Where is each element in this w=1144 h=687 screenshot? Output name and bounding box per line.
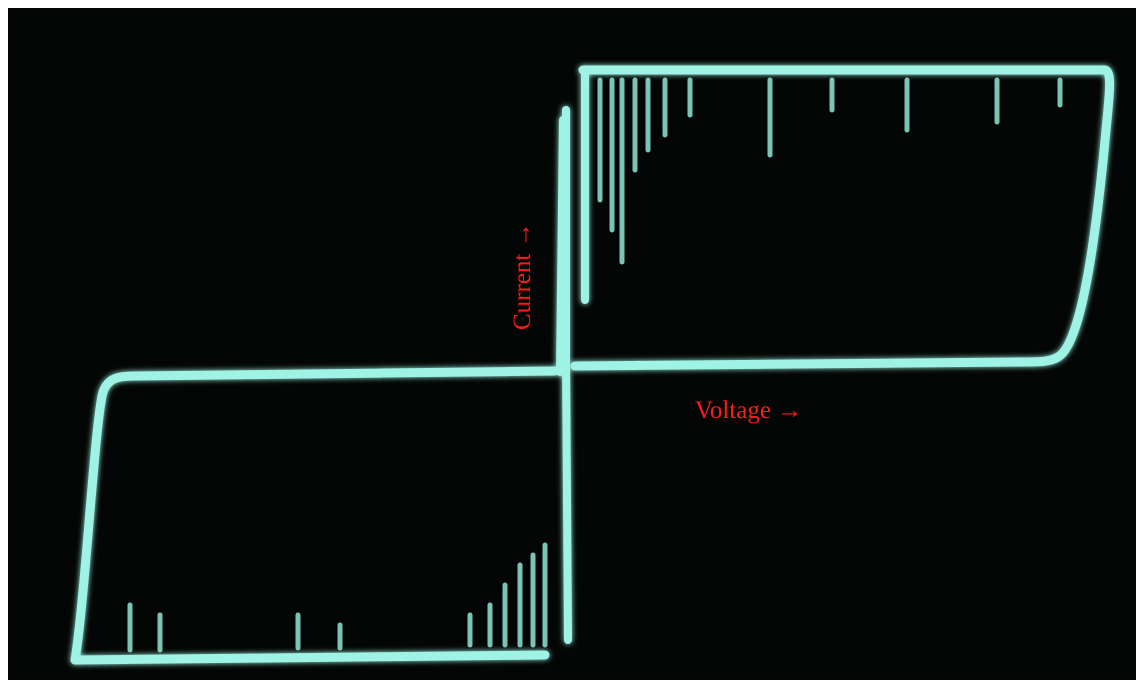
voltage-label: Voltage → [695,397,802,424]
page: Current → Voltage → (() => { const data … [0,0,1144,687]
screen [8,8,1136,680]
oscilloscope-photo: Current → Voltage → [0,0,1144,687]
current-label: Current → [509,222,536,330]
